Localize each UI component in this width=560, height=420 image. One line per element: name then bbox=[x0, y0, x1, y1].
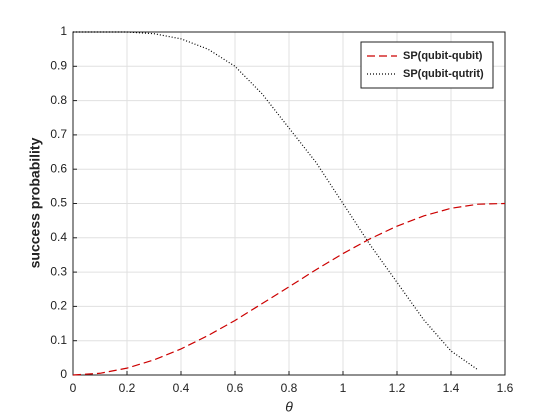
y-tick-label: 0.5 bbox=[50, 196, 67, 210]
y-tick-label: 0.7 bbox=[50, 127, 67, 141]
y-tick-label: 0.8 bbox=[50, 93, 67, 107]
y-tick-label: 0.1 bbox=[50, 333, 67, 347]
x-tick-label: 0.8 bbox=[281, 381, 298, 395]
legend-label: SP(qubit-qubit) bbox=[403, 50, 483, 62]
x-axis-label: θ bbox=[285, 399, 293, 415]
x-tick-label: 1 bbox=[340, 381, 347, 395]
series-line bbox=[72, 202, 506, 376]
y-tick-label: 0.3 bbox=[50, 264, 67, 278]
x-tick-label: 0.2 bbox=[119, 381, 136, 395]
x-tick-label: 0.4 bbox=[173, 381, 190, 395]
y-tick-label: 0.4 bbox=[50, 230, 67, 244]
x-tick-label: 1.2 bbox=[389, 381, 406, 395]
y-tick-label: 0.6 bbox=[50, 161, 67, 175]
x-tick-label: 1.6 bbox=[497, 381, 514, 395]
y-tick-label: 1 bbox=[60, 24, 67, 38]
y-tick-label: 0 bbox=[60, 367, 67, 381]
legend-box bbox=[360, 41, 494, 89]
x-tick-label: 0 bbox=[70, 381, 77, 395]
x-tick-label: 0.6 bbox=[227, 381, 244, 395]
x-tick-label: 1.4 bbox=[443, 381, 460, 395]
y-tick-label: 0.9 bbox=[50, 58, 67, 72]
y-tick-label: 0.2 bbox=[50, 299, 67, 313]
y-axis-label: success probability bbox=[27, 137, 43, 268]
legend-label: SP(qubit-qutrit) bbox=[403, 68, 484, 80]
